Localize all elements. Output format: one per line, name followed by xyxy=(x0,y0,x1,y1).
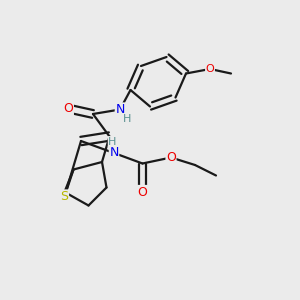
Text: O: O xyxy=(206,64,214,74)
Text: O: O xyxy=(64,102,73,115)
Text: H: H xyxy=(108,136,117,147)
Text: N: N xyxy=(115,103,125,116)
Text: O: O xyxy=(166,151,176,164)
Text: O: O xyxy=(138,185,147,199)
Text: S: S xyxy=(61,190,68,203)
Text: N: N xyxy=(109,146,119,160)
Text: H: H xyxy=(123,113,132,124)
